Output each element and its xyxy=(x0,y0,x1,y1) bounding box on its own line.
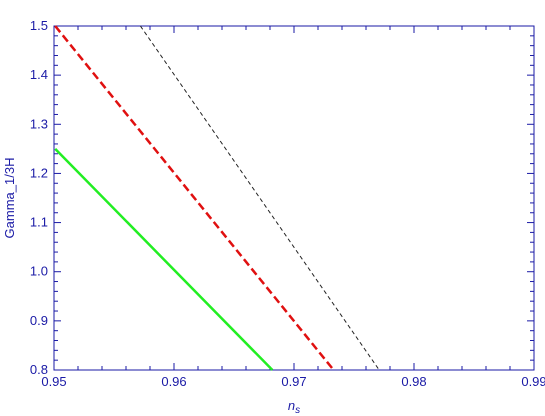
y-tick-label: 0.8 xyxy=(30,362,48,377)
x-tick-label: 0.96 xyxy=(161,374,186,389)
x-tick-label: 0.97 xyxy=(281,374,306,389)
series-layer xyxy=(54,25,380,371)
x-axis-label-subscript: s xyxy=(295,405,300,416)
x-axis-label: ns xyxy=(288,398,300,416)
x-tick-label: 0.98 xyxy=(401,374,426,389)
y-axis-label: Gamma_1/3H xyxy=(2,158,17,239)
x-tick-label: 0.99 xyxy=(521,374,545,389)
y-axis-ticks: 0.8 0.9 1.0 1.1 1.2 1.3 1.4 1.5 xyxy=(30,18,534,377)
plot-frame xyxy=(53,25,535,371)
y-tick-label: 1.5 xyxy=(30,18,48,33)
x-tick-label: 0.95 xyxy=(41,374,66,389)
series-line-1 xyxy=(54,147,274,371)
y-tick-label: 1.0 xyxy=(30,264,48,279)
series-line-3 xyxy=(139,25,380,371)
series-line-2 xyxy=(54,25,335,371)
y-tick-label: 1.1 xyxy=(30,215,48,230)
y-tick-label: 0.9 xyxy=(30,313,48,328)
x-axis-label-main: n xyxy=(288,398,295,413)
y-tick-label: 1.2 xyxy=(30,165,48,180)
x-axis-ticks: 0.95 0.96 0.97 0.98 0.99 xyxy=(41,26,545,389)
y-tick-label: 1.3 xyxy=(30,116,48,131)
y-tick-label: 1.4 xyxy=(30,67,48,82)
